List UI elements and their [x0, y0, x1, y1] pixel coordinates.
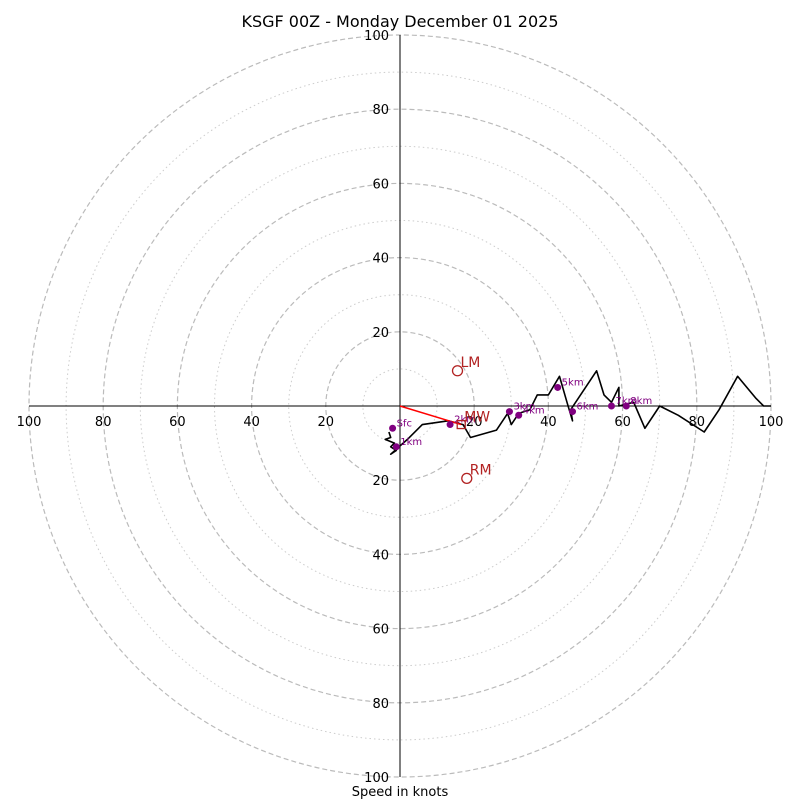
y-tick-label: 80: [372, 103, 389, 118]
y-tick-label: 60: [372, 623, 389, 638]
height-label-5km: 5km: [562, 377, 584, 388]
x-tick-label: 20: [318, 415, 335, 430]
x-axis-label: Speed in knots: [352, 785, 449, 800]
height-point-8km: [622, 402, 630, 410]
height-point-4km: [515, 411, 523, 419]
chart-title: KSGF 00Z - Monday December 01 2025: [241, 12, 558, 31]
storm-motion-rm-label: RM: [470, 462, 492, 478]
x-tick-label: 60: [614, 415, 631, 430]
height-label-1km: 1km: [400, 437, 422, 448]
height-label-7km: 7km: [615, 396, 637, 407]
storm-motion-lm-label: LM: [461, 355, 481, 371]
y-tick-label: 80: [372, 697, 389, 712]
y-tick-label: 40: [372, 548, 389, 563]
storm-motion-markers: LM RM MW: [451, 355, 492, 484]
y-tick-label: 40: [372, 252, 389, 267]
height-point-6km: [569, 408, 577, 416]
height-point-7km: [607, 402, 615, 410]
height-point-5km: [554, 383, 562, 391]
x-tick-label: 60: [169, 415, 186, 430]
storm-motion-rm-marker: [461, 472, 473, 484]
y-tick-label: 100: [364, 29, 389, 44]
x-tick-label: 20: [466, 415, 483, 430]
height-label-6km: 6km: [577, 402, 599, 413]
tick-labels: 100 80 60 40 20 20 40 60 80 100 100 80 60 40 20 20 40 60 8…: [17, 29, 784, 786]
storm-motion-lm-marker: [451, 365, 464, 377]
x-tick-label: 80: [689, 415, 706, 430]
y-tick-label: 20: [372, 474, 389, 489]
x-tick-label: 100: [17, 415, 42, 430]
x-tick-label: 80: [95, 415, 112, 430]
height-label-8km: 8km: [630, 396, 652, 407]
y-tick-label: 100: [364, 771, 389, 786]
x-tick-label: 40: [540, 415, 557, 430]
height-label-sfc: Sfc: [397, 418, 412, 429]
y-tick-label: 20: [372, 326, 389, 341]
storm-motion-mw-marker: [456, 419, 466, 430]
height-point-2km: [446, 421, 454, 429]
x-tick-label: 40: [243, 415, 260, 430]
y-tick-label: 60: [372, 177, 389, 192]
height-label-3km: 3km: [513, 402, 535, 413]
height-point-3km: [505, 408, 513, 416]
height-point-1km: [392, 443, 400, 451]
x-tick-label: 100: [759, 415, 784, 430]
storm-motion-mw-label: MW: [464, 410, 490, 426]
height-point-sfc: [389, 424, 397, 432]
height-label-4km: 4km: [523, 405, 545, 416]
